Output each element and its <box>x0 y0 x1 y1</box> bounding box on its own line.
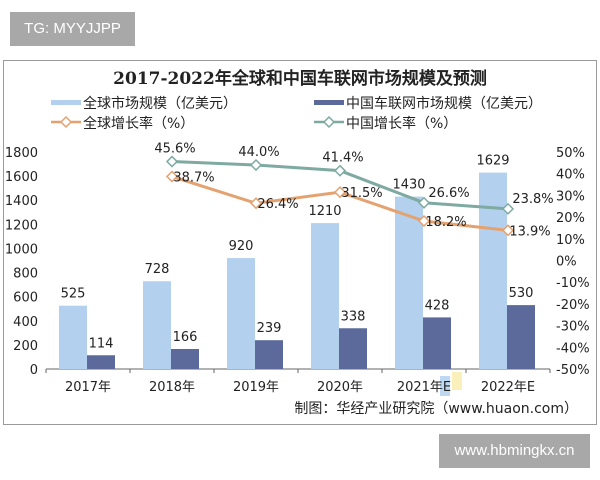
y-right-tick-label: 30% <box>556 189 585 204</box>
bar-0-3 <box>311 223 339 369</box>
legend-marker-line_series-1 <box>322 115 336 129</box>
y-left-tick-label: 400 <box>13 315 38 330</box>
x-tick-label: 2022年E <box>481 380 535 395</box>
watermark-bottom-right: www.hbmingkx.cn <box>439 434 590 468</box>
line-value-label: 23.8% <box>512 192 553 207</box>
line-value-label: 38.7% <box>173 171 214 186</box>
y-right-tick-label: 10% <box>556 233 585 248</box>
line-value-label: 31.5% <box>341 186 382 201</box>
legend-swatch-bar_series-1 <box>314 100 344 105</box>
bar-0-2 <box>227 258 255 369</box>
bar-value-label: 1430 <box>392 178 425 193</box>
bar-value-label: 166 <box>173 330 198 345</box>
x-tick-label: 2020年 <box>317 380 363 395</box>
line-value-label: 45.6% <box>154 142 195 157</box>
y-right-tick-label: -40% <box>556 341 590 356</box>
bar-1-5 <box>507 305 535 369</box>
bar-value-label: 1629 <box>476 154 509 169</box>
y-left-tick-label: 200 <box>13 339 38 354</box>
line-marker-1-5 <box>501 202 515 215</box>
legend-marker-line_series-0 <box>59 115 73 129</box>
bar-value-label: 239 <box>257 321 282 336</box>
line-marker-0-2 <box>249 197 263 210</box>
legend-label: 中国车联网市场规模（亿美元） <box>346 95 542 112</box>
y-right-tick-label: 40% <box>556 168 585 183</box>
y-right-tick-label: -20% <box>556 298 590 313</box>
bar-0-1 <box>143 281 171 369</box>
line-value-label: 26.6% <box>428 186 469 201</box>
line-marker-0-3 <box>333 186 347 199</box>
bar-0-4 <box>395 196 423 369</box>
legend-label: 中国增长率（%） <box>346 115 457 132</box>
bar-value-label: 728 <box>145 262 170 277</box>
bar-value-label: 338 <box>341 309 366 324</box>
bar-value-label: 920 <box>229 239 254 254</box>
line-marker-1-1 <box>165 155 179 168</box>
bar-1-3 <box>339 328 367 369</box>
line-marker-0-4 <box>417 214 431 228</box>
legend-swatch-bar_series-0 <box>51 100 81 105</box>
y-right-tick-label: 0% <box>556 255 577 270</box>
bar-value-label: 525 <box>61 287 86 302</box>
watermark-top-left: TG: MYYJJPP <box>10 12 135 46</box>
line-marker-1-2 <box>249 158 263 172</box>
y-left-tick-label: 1800 <box>5 146 38 161</box>
bar-1-2 <box>255 340 283 369</box>
y-right-tick-label: 50% <box>556 146 585 161</box>
logo-mark-yellow <box>452 372 462 390</box>
bar-value-label: 530 <box>509 286 534 301</box>
line-value-label: 41.4% <box>322 151 363 166</box>
y-left-tick-label: 1600 <box>5 170 38 185</box>
y-left-tick-label: 1000 <box>5 242 38 257</box>
bar-1-0 <box>87 355 115 369</box>
line-value-label: 13.9% <box>509 224 550 239</box>
y-right-tick-label: 20% <box>556 211 585 226</box>
bar-value-label: 114 <box>89 336 114 351</box>
legend-label: 全球市场规模（亿美元） <box>83 95 237 112</box>
bar-0-5 <box>479 172 507 369</box>
line-marker-0-1 <box>165 170 179 183</box>
line-value-label: 18.2% <box>425 215 466 230</box>
bar-1-1 <box>171 348 199 369</box>
line-value-label: 44.0% <box>238 145 279 160</box>
chart-frame <box>3 60 597 425</box>
bar-0-0 <box>59 305 87 369</box>
line-marker-0-5 <box>501 224 515 237</box>
line-marker-1-3 <box>333 164 347 177</box>
y-left-tick-label: 800 <box>13 267 38 282</box>
y-left-tick-label: 1400 <box>5 194 38 209</box>
chart-title: 2017-2022年全球和中国车联网市场规模及预测 <box>113 68 487 89</box>
x-tick-label: 2017年 <box>65 380 111 395</box>
legend-label: 全球增长率（%） <box>83 115 194 132</box>
y-left-tick-label: 600 <box>13 291 38 306</box>
line-marker-1-4 <box>417 196 431 209</box>
x-tick-label: 2018年 <box>149 380 195 395</box>
y-left-tick-label: 0 <box>30 363 38 378</box>
line-value-label: 26.4% <box>257 197 298 212</box>
bar-value-label: 428 <box>425 298 450 313</box>
x-tick-label: 2021年E <box>397 380 451 395</box>
source-note: 制图：华经产业研究院（www.huaon.com） <box>294 401 578 417</box>
y-right-tick-label: -10% <box>556 276 590 291</box>
x-tick-label: 2019年 <box>233 380 279 395</box>
bar-value-label: 1210 <box>308 204 341 219</box>
logo-mark-blue <box>440 376 450 396</box>
bar-1-4 <box>423 317 451 369</box>
y-left-tick-label: 1200 <box>5 218 38 233</box>
y-right-tick-label: -50% <box>556 363 590 378</box>
y-right-tick-label: -30% <box>556 320 590 335</box>
